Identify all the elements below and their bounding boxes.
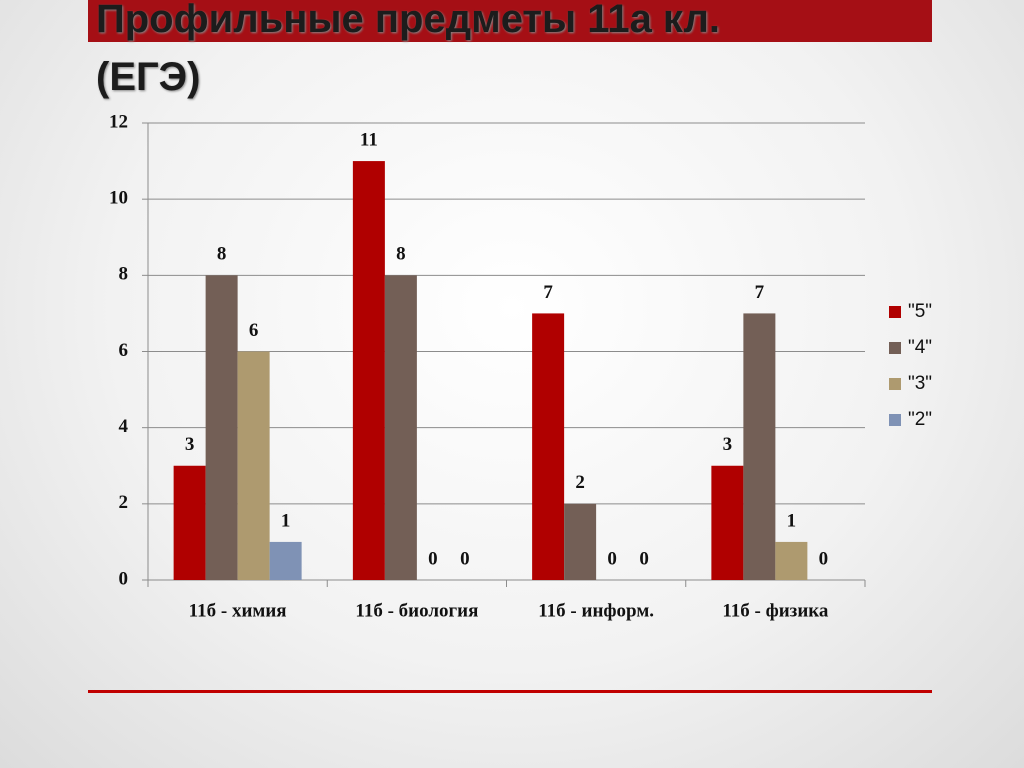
chart-title: Профильные предметы 11а кл. (ЕГЭ): [96, 0, 720, 99]
legend-swatch: [889, 414, 901, 426]
data-label: 7: [543, 282, 553, 303]
bar: [352, 161, 385, 581]
legend-swatch: [889, 342, 901, 354]
legend-label: "4": [908, 337, 932, 358]
divider: [88, 690, 932, 693]
x-tick-label: 11б - биология: [355, 600, 478, 621]
data-label: 0: [428, 548, 438, 569]
legend-label: "2": [908, 409, 932, 430]
y-tick-label: 10: [109, 188, 128, 209]
bar: [775, 541, 808, 580]
data-label: 0: [639, 548, 649, 569]
y-tick-label: 4: [119, 416, 129, 437]
y-tick-label: 2: [119, 492, 129, 513]
bar: [384, 275, 417, 580]
bar: [532, 313, 565, 580]
data-label: 1: [281, 510, 291, 531]
data-label: 11: [360, 129, 378, 150]
data-label: 1: [787, 510, 797, 531]
data-label: 7: [755, 282, 765, 303]
bar: [173, 465, 206, 580]
data-label: 0: [460, 548, 470, 569]
title-band: [88, 0, 932, 42]
y-tick-label: 12: [109, 111, 128, 132]
x-tick-label: 11б - физика: [722, 600, 829, 621]
data-label: 0: [607, 548, 617, 569]
bar: [237, 351, 270, 580]
bar: [743, 313, 776, 580]
legend-label: "5": [908, 301, 932, 322]
y-tick-label: 6: [119, 340, 129, 361]
y-tick-label: 8: [119, 264, 129, 285]
bar: [269, 541, 302, 580]
legend-label: "3": [908, 373, 932, 394]
data-label: 6: [249, 320, 259, 341]
data-label: 3: [723, 434, 733, 455]
bar: [564, 503, 597, 580]
x-tick-label: 11б - информ.: [538, 600, 654, 621]
legend-swatch: [889, 306, 901, 318]
data-label: 8: [217, 244, 227, 265]
data-label: 0: [819, 548, 829, 569]
x-tick-label: 11б - химия: [189, 600, 287, 621]
bar: [711, 465, 744, 580]
data-label: 2: [575, 472, 585, 493]
legend-swatch: [889, 378, 901, 390]
y-tick-label: 0: [119, 568, 129, 589]
data-label: 3: [185, 434, 195, 455]
data-label: 8: [396, 244, 406, 265]
bar: [205, 275, 238, 580]
